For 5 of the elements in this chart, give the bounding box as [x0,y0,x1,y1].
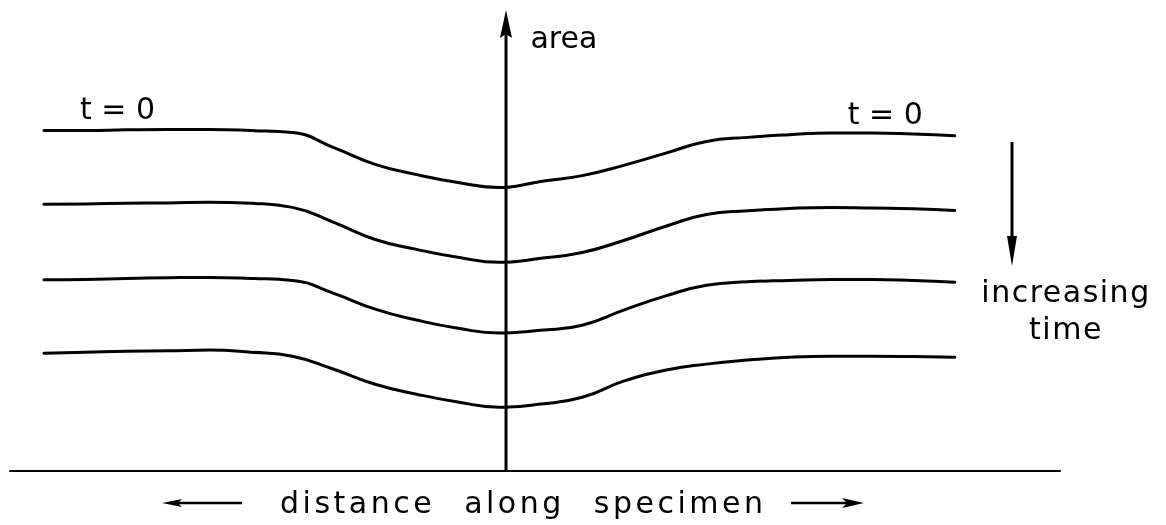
text: increasing time [980,273,1152,347]
text: t = 0 [79,91,156,127]
y-axis-title: area [530,19,598,55]
x-axis-title: distance along specimen [280,485,767,520]
series-label: t = 0 [847,96,923,132]
